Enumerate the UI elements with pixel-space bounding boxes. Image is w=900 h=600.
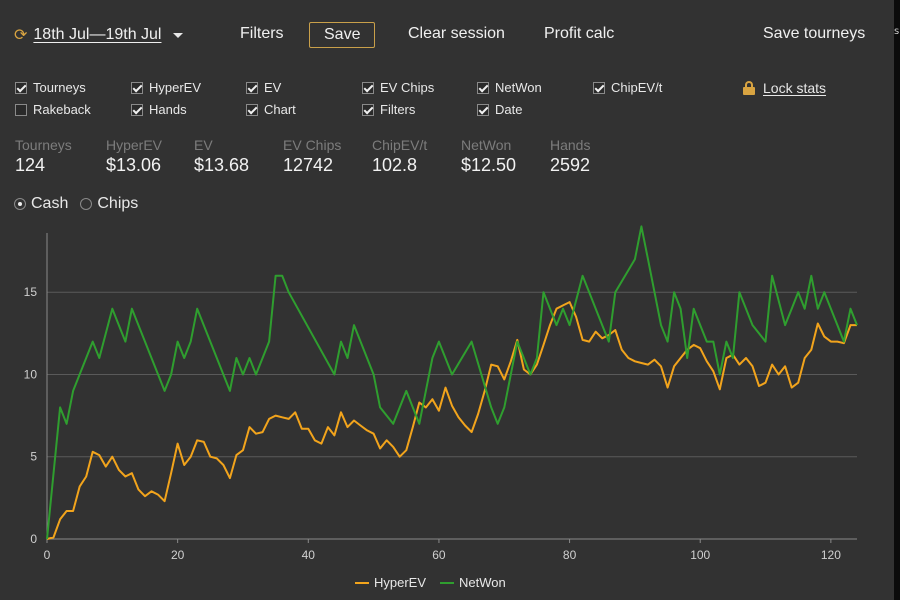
profit-calc-button[interactable]: Profit calc	[544, 25, 615, 42]
right-edge-strip: s	[894, 0, 900, 600]
checkbox-label[interactable]: NetWon	[495, 80, 542, 95]
stat-label: ChipEV/t	[372, 137, 428, 153]
x-tick-label: 120	[821, 548, 841, 562]
stat-label: EV Chips	[283, 137, 342, 153]
stat-value: $13.68	[194, 155, 250, 175]
legend-item-netwon[interactable]: NetWon	[440, 575, 506, 590]
checkbox-box[interactable]	[477, 103, 489, 116]
date-range-selector[interactable]: ⟳ 18th Jul—19th Jul	[14, 25, 184, 45]
radio-label[interactable]: Chips	[97, 195, 139, 212]
checkbox-box[interactable]	[131, 103, 143, 116]
column-toggles: Tourneys HyperEV EV EV Chips NetWon Chip…	[0, 80, 894, 124]
checkbox-label[interactable]: ChipEV/t	[611, 80, 663, 95]
toolbar: ⟳ 18th Jul—19th Jul Filters Save Clear s…	[0, 22, 894, 50]
stat-label: EV	[194, 137, 213, 153]
checkbox-label[interactable]: Date	[495, 102, 523, 117]
profit-line-chart: 0 5 10 15 0 20 40 60 80 100 120	[24, 225, 858, 562]
checkbox-box[interactable]	[477, 81, 489, 94]
date-range-label[interactable]: 18th Jul—19th Jul	[33, 26, 162, 43]
checkbox-rakeback[interactable]: Rakeback	[15, 102, 91, 117]
radio-dot[interactable]	[14, 198, 26, 210]
stat-label: NetWon	[461, 137, 512, 153]
save-button[interactable]: Save	[309, 22, 376, 48]
radio-dot[interactable]	[80, 198, 93, 210]
currency-mode: Cash Chips	[14, 195, 138, 213]
y-tick-label: 10	[24, 367, 38, 381]
checkbox-label[interactable]: HyperEV	[149, 80, 202, 95]
checkbox-box[interactable]	[246, 103, 258, 116]
checkbox-filters[interactable]: Filters	[362, 102, 415, 117]
series-line-hyperev	[46, 301, 857, 540]
checkbox-netwon[interactable]: NetWon	[477, 80, 542, 95]
legend-item-hyperev[interactable]: HyperEV	[355, 575, 426, 590]
legend-label[interactable]: HyperEV	[374, 575, 427, 590]
checkbox-hands[interactable]: Hands	[131, 102, 187, 117]
checkbox-date[interactable]: Date	[477, 102, 522, 117]
x-tick-label: 60	[432, 548, 446, 562]
y-tick-label: 15	[24, 285, 38, 299]
checkbox-hyperev[interactable]: HyperEV	[131, 80, 201, 95]
legend-swatch	[440, 581, 455, 584]
checkbox-box[interactable]	[593, 81, 605, 94]
filters-button[interactable]: Filters	[240, 25, 284, 42]
y-tick-label: 0	[30, 532, 37, 546]
stat-value: 12742	[283, 155, 334, 175]
x-tick-label: 40	[302, 548, 316, 562]
checkbox-box[interactable]	[246, 81, 258, 94]
radio-cash[interactable]: Cash	[14, 195, 68, 213]
checkbox-label[interactable]: Rakeback	[33, 102, 91, 117]
clear-session-button[interactable]: Clear session	[408, 25, 505, 42]
lock-icon[interactable]	[743, 81, 755, 95]
radio-label[interactable]: Cash	[31, 195, 69, 212]
stat-value: 124	[15, 155, 46, 175]
radio-chips[interactable]: Chips	[80, 195, 138, 213]
stat-hands: Hands 2592	[550, 137, 590, 176]
stat-value: 2592	[550, 155, 591, 175]
stat-label: Tourneys	[15, 137, 72, 153]
lock-stats-label[interactable]: Lock stats	[763, 80, 827, 96]
checkbox-box[interactable]	[131, 81, 143, 94]
stat-hyperev: HyperEV $13.06	[106, 137, 162, 176]
stat-value: $13.06	[106, 155, 162, 175]
checkbox-box[interactable]	[15, 81, 27, 94]
stat-value: 102.8	[372, 155, 418, 175]
checkbox-box[interactable]	[15, 103, 27, 116]
x-tick-label: 0	[44, 548, 51, 562]
stat-value: $12.50	[461, 155, 517, 175]
checkbox-label[interactable]: Tourneys	[33, 80, 86, 95]
checkbox-tourneys[interactable]: Tourneys	[15, 80, 86, 95]
checkbox-label[interactable]: Hands	[149, 102, 187, 117]
stats-summary: Tourneys 124 HyperEV $13.06 EV $13.68 EV Ch…	[0, 137, 894, 177]
checkbox-chart[interactable]: Chart	[246, 102, 296, 117]
x-tick-label: 100	[690, 548, 710, 562]
sync-icon[interactable]: ⟳	[14, 27, 28, 44]
right-edge-text: s	[894, 26, 900, 37]
checkbox-chipev-t[interactable]: ChipEV/t	[593, 80, 662, 95]
checkbox-label[interactable]: EV	[264, 80, 282, 95]
stat-ev-chips: EV Chips 12742	[283, 137, 341, 176]
checkbox-ev-chips[interactable]: EV Chips	[362, 80, 434, 95]
stat-chipev-t: ChipEV/t 102.8	[372, 137, 427, 176]
legend-swatch	[355, 581, 369, 584]
checkbox-label[interactable]: EV Chips	[380, 80, 435, 95]
checkbox-label[interactable]: Filters	[380, 102, 416, 117]
stat-tourneys: Tourneys 124	[15, 137, 72, 176]
stat-netwon: NetWon $12.50	[461, 137, 516, 176]
stat-label: Hands	[550, 137, 591, 153]
stat-ev: EV $13.68	[194, 137, 249, 176]
checkbox-ev[interactable]: EV	[246, 80, 281, 95]
chevron-down-icon[interactable]	[173, 32, 184, 38]
x-tick-label: 80	[563, 548, 577, 562]
checkbox-box[interactable]	[362, 103, 374, 116]
x-tick-label: 20	[171, 548, 185, 562]
checkbox-box[interactable]	[362, 81, 374, 94]
stat-label: HyperEV	[106, 137, 163, 153]
checkbox-label[interactable]: Chart	[264, 102, 296, 117]
save-tourneys-button[interactable]: Save tourneys	[763, 25, 866, 42]
chart-legend: HyperEV NetWon	[355, 575, 506, 590]
legend-label[interactable]: NetWon	[459, 575, 506, 590]
series-line-netwon	[46, 225, 858, 540]
lock-stats-toggle[interactable]: Lock stats	[743, 80, 826, 96]
y-tick-label: 5	[30, 450, 37, 464]
